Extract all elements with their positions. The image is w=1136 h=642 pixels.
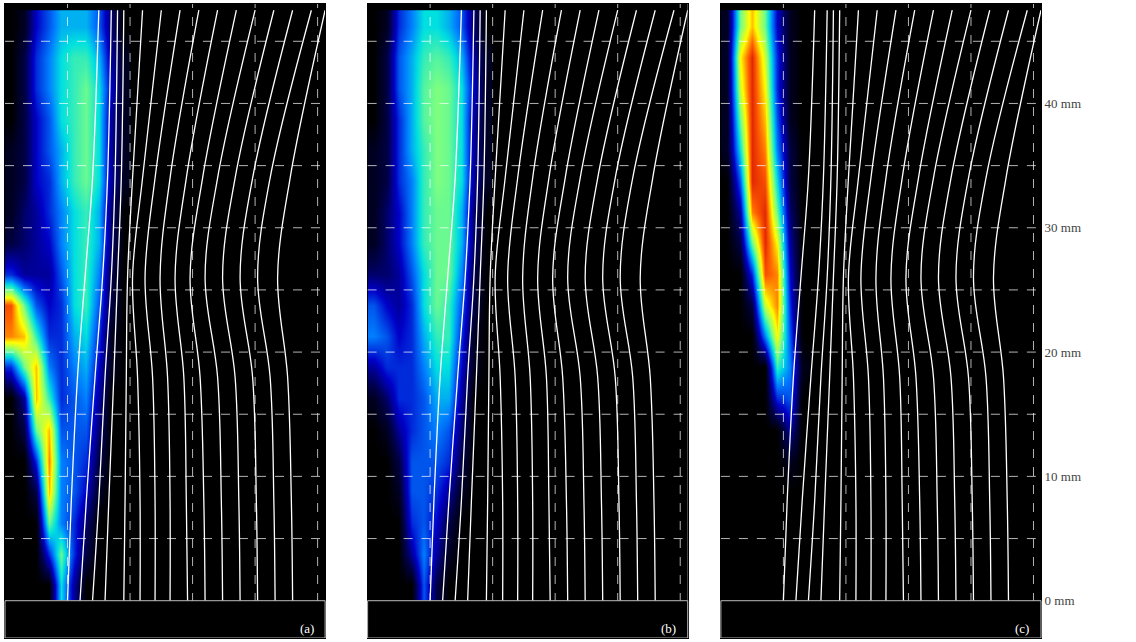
svg-text:20 mm: 20 mm	[1045, 345, 1081, 360]
svg-text:(c): (c)	[1015, 621, 1029, 636]
svg-text:(b): (b)	[661, 621, 676, 636]
svg-text:10 mm: 10 mm	[1045, 469, 1081, 484]
svg-text:(a): (a)	[300, 621, 314, 636]
svg-text:40 mm: 40 mm	[1045, 96, 1081, 111]
svg-text:0 mm: 0 mm	[1045, 593, 1075, 608]
svg-text:30 mm: 30 mm	[1045, 220, 1081, 235]
